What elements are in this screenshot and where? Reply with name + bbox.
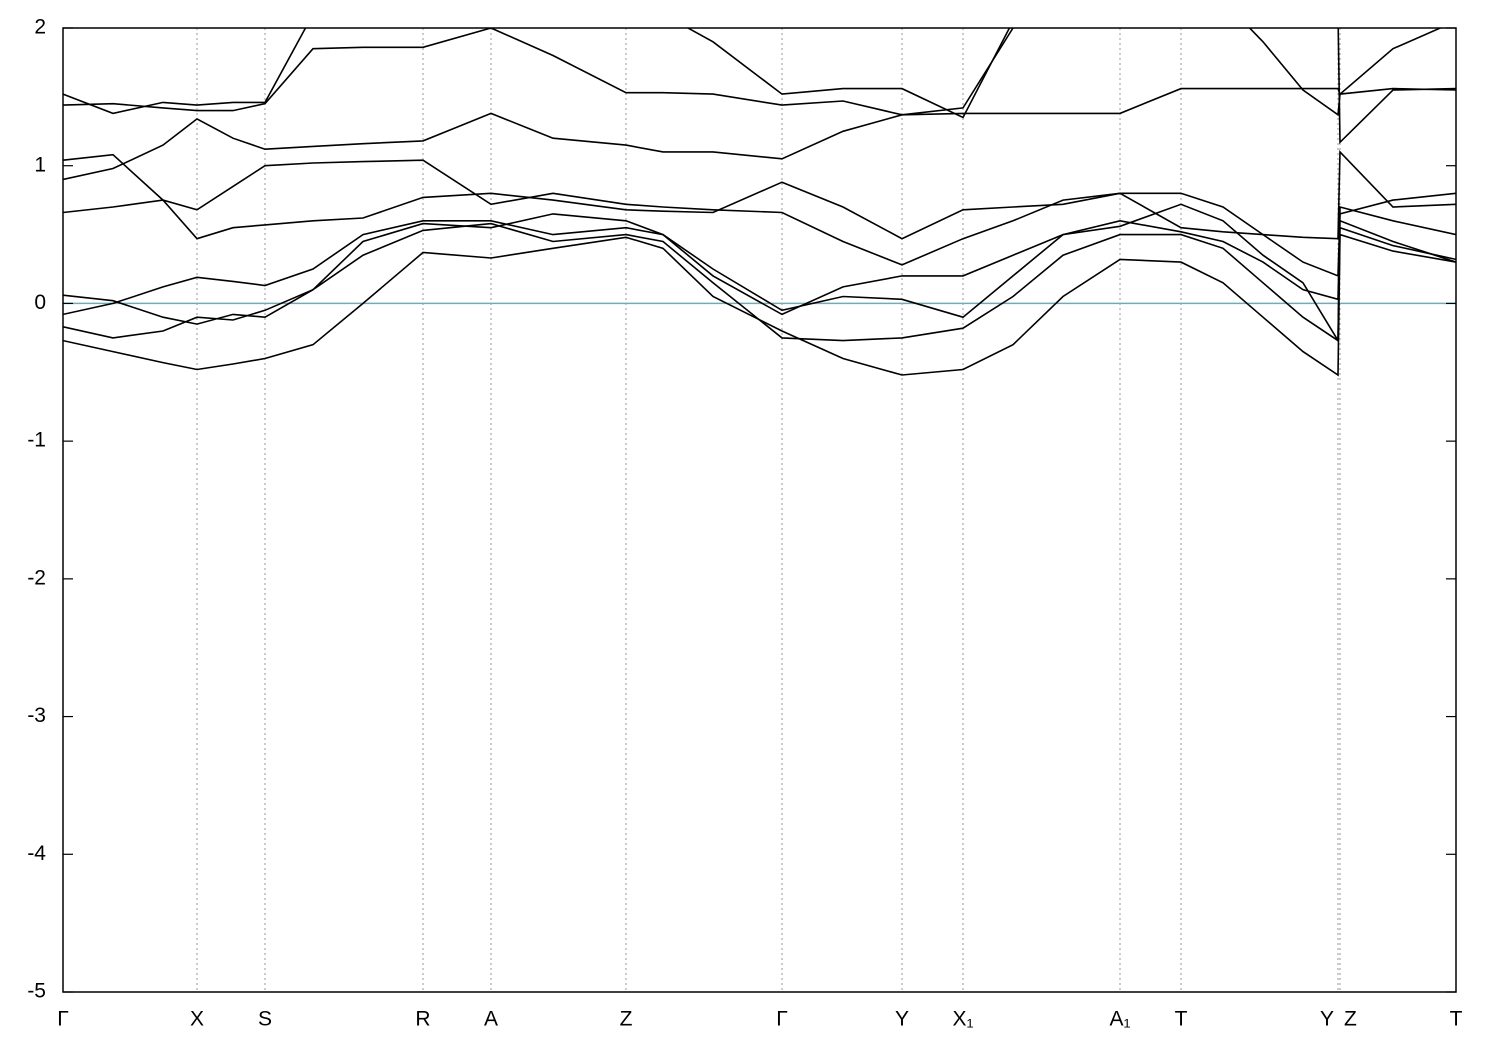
y-tick-label: 2 bbox=[34, 16, 46, 39]
bands bbox=[63, 28, 1456, 377]
x-tick-label: S bbox=[258, 1008, 272, 1031]
x-tick-label: A bbox=[484, 1008, 498, 1031]
x-tick-label: A₁ bbox=[1109, 1008, 1130, 1031]
band-line bbox=[63, 159, 1456, 278]
x-tick-label: T bbox=[1450, 1008, 1463, 1031]
x-tick-label: X₁ bbox=[952, 1008, 973, 1031]
band-line bbox=[63, 149, 1456, 240]
band-line bbox=[63, 219, 1456, 316]
x-tick-label: T bbox=[1175, 1008, 1188, 1031]
axes: 210-1-2-3-4-5Γ X S R A Z Γ Y X₁ A₁ T Y Z T bbox=[27, 16, 1462, 1031]
band-line bbox=[63, 87, 1456, 181]
plot-frame bbox=[62, 27, 1457, 993]
x-tick-label: Y bbox=[895, 1008, 909, 1031]
y-tick-label: -3 bbox=[27, 704, 46, 727]
band-line bbox=[63, 222, 1456, 343]
y-tick-label: -1 bbox=[27, 429, 46, 452]
band-line bbox=[63, 203, 1456, 344]
y-tick-label: -4 bbox=[27, 842, 46, 865]
band-line bbox=[63, 28, 1443, 119]
y-tick-label: 1 bbox=[34, 153, 46, 176]
plot-underlay bbox=[62, 28, 1457, 992]
x-tick-label: R bbox=[415, 1008, 430, 1031]
x-tick-label: Z bbox=[620, 1008, 633, 1031]
band-line bbox=[63, 233, 1456, 377]
x-tick-label: Γ bbox=[776, 1008, 788, 1031]
x-tick-label: X bbox=[190, 1008, 204, 1031]
y-tick-label: 0 bbox=[34, 291, 46, 314]
y-tick-label: -5 bbox=[27, 980, 46, 1003]
x-tick-label: Γ bbox=[57, 1008, 69, 1031]
y-tick-label: -2 bbox=[27, 566, 46, 589]
x-tick-label: Y bbox=[1320, 1008, 1334, 1031]
x-tick-label: Z bbox=[1344, 1008, 1357, 1031]
band-line bbox=[63, 28, 1456, 145]
